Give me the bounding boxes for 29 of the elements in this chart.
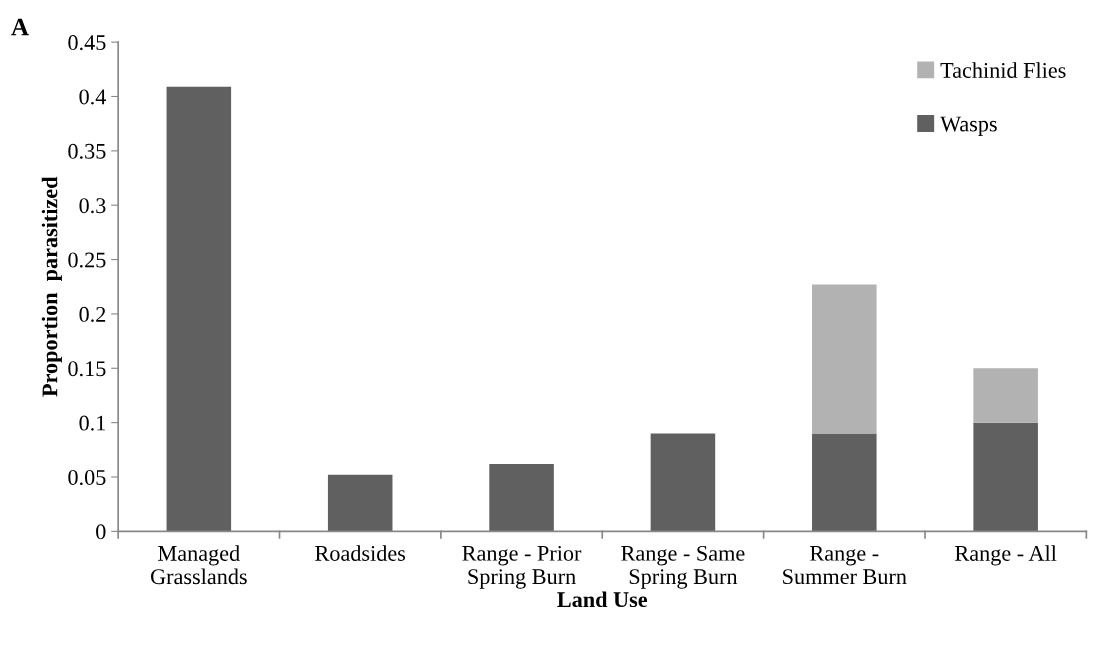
y-tick-label: 0.15	[68, 361, 106, 377]
y-tick-label: 0.25	[68, 252, 106, 268]
y-tick-label: 0	[96, 524, 106, 540]
legend-label: Wasps	[940, 116, 997, 137]
y-tick-label: 0.4	[79, 89, 106, 105]
bar	[812, 433, 877, 532]
bar	[650, 433, 716, 532]
y-axis-title: Proportion parasitized	[41, 176, 62, 397]
legend-label: Tachinid Flies	[940, 62, 1066, 78]
y-tick-label: 0.3	[79, 198, 106, 214]
bar	[166, 86, 232, 532]
x-tick-label: Range - Same Spring Burn	[621, 545, 745, 589]
x-tick-label: Range - Prior Spring Burn	[462, 545, 582, 589]
y-tick-label: 0.2	[79, 306, 106, 322]
bar	[489, 463, 554, 532]
bar	[812, 284, 877, 434]
bar	[973, 368, 1038, 423]
bar	[327, 474, 393, 532]
x-axis-title: Land Use	[557, 591, 648, 608]
x-tick-label: Range - Summer Burn	[783, 546, 907, 585]
x-tick-label: Roadsides	[315, 545, 406, 561]
bar	[973, 422, 1038, 532]
y-tick-label: 0.1	[79, 415, 106, 431]
x-tick-label: Range - All	[955, 545, 1057, 566]
y-tick-label: 0.35	[68, 143, 106, 159]
x-tick-label: Managed Grasslands	[150, 545, 247, 585]
y-tick-label: 0.05	[68, 469, 106, 486]
y-tick-label: 0.45	[68, 35, 106, 51]
text: A	[11, 18, 29, 36]
